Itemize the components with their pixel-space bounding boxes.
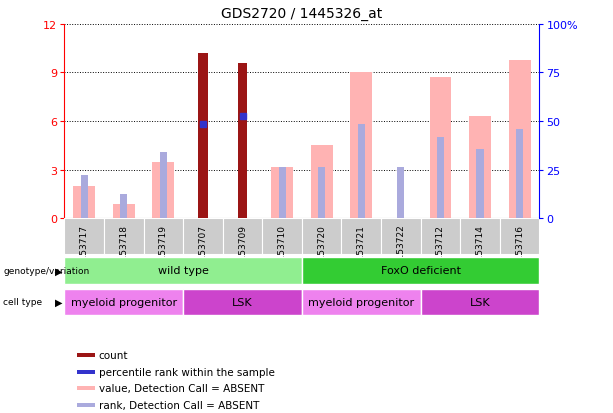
- Bar: [77, 353, 95, 357]
- Bar: [421, 289, 539, 316]
- Bar: [64, 289, 183, 316]
- Bar: [302, 219, 341, 254]
- Bar: [311, 146, 333, 219]
- Bar: [113, 204, 135, 219]
- Bar: [351, 74, 372, 219]
- Bar: [104, 219, 143, 254]
- Text: ▶: ▶: [55, 297, 63, 307]
- Bar: [64, 219, 104, 254]
- Text: GSM153718: GSM153718: [120, 224, 128, 279]
- Text: value, Detection Call = ABSENT: value, Detection Call = ABSENT: [99, 383, 264, 393]
- Text: GSM153722: GSM153722: [397, 224, 405, 279]
- Bar: [381, 219, 421, 254]
- Text: myeloid progenitor: myeloid progenitor: [308, 297, 414, 307]
- Text: LSK: LSK: [232, 297, 253, 307]
- Text: FoxO deficient: FoxO deficient: [381, 266, 461, 275]
- Bar: [198, 54, 208, 219]
- Bar: [302, 289, 421, 316]
- Bar: [421, 219, 460, 254]
- Bar: [74, 187, 95, 219]
- Bar: [183, 219, 223, 254]
- Text: genotype/variation: genotype/variation: [3, 266, 89, 275]
- Text: wild type: wild type: [158, 266, 208, 275]
- Bar: [278, 167, 286, 219]
- Text: GSM153712: GSM153712: [436, 224, 445, 279]
- Title: GDS2720 / 1445326_at: GDS2720 / 1445326_at: [221, 7, 383, 21]
- Bar: [318, 167, 326, 219]
- Bar: [262, 219, 302, 254]
- Bar: [500, 219, 539, 254]
- Bar: [80, 175, 88, 219]
- Bar: [516, 130, 524, 219]
- Bar: [77, 370, 95, 374]
- Bar: [509, 60, 530, 219]
- Text: GSM153710: GSM153710: [278, 224, 287, 279]
- Bar: [302, 257, 539, 284]
- Text: GSM153709: GSM153709: [238, 224, 247, 279]
- Bar: [430, 78, 451, 219]
- Text: GSM153719: GSM153719: [159, 224, 168, 279]
- Text: GSM153717: GSM153717: [80, 224, 89, 279]
- Bar: [120, 195, 128, 219]
- Bar: [143, 219, 183, 254]
- Text: rank, Detection Call = ABSENT: rank, Detection Call = ABSENT: [99, 400, 259, 410]
- Text: ▶: ▶: [55, 266, 63, 275]
- Bar: [153, 162, 174, 219]
- Bar: [77, 386, 95, 390]
- Text: count: count: [99, 350, 128, 360]
- Text: percentile rank within the sample: percentile rank within the sample: [99, 367, 275, 377]
- Text: GSM153721: GSM153721: [357, 224, 366, 279]
- Bar: [397, 167, 405, 219]
- Bar: [341, 219, 381, 254]
- Bar: [160, 152, 167, 219]
- Text: GSM153716: GSM153716: [515, 224, 524, 279]
- Text: GSM153720: GSM153720: [317, 224, 326, 279]
- Bar: [77, 403, 95, 407]
- Text: GSM153714: GSM153714: [476, 224, 484, 279]
- Text: GSM153707: GSM153707: [199, 224, 207, 279]
- Bar: [238, 64, 247, 219]
- Bar: [64, 257, 302, 284]
- Bar: [469, 117, 491, 219]
- Bar: [223, 219, 262, 254]
- Bar: [183, 289, 302, 316]
- Bar: [358, 125, 365, 219]
- Text: myeloid progenitor: myeloid progenitor: [70, 297, 177, 307]
- Bar: [271, 167, 293, 219]
- Bar: [437, 138, 444, 219]
- Text: LSK: LSK: [470, 297, 490, 307]
- Bar: [476, 150, 484, 219]
- Text: cell type: cell type: [3, 298, 42, 307]
- Bar: [460, 219, 500, 254]
